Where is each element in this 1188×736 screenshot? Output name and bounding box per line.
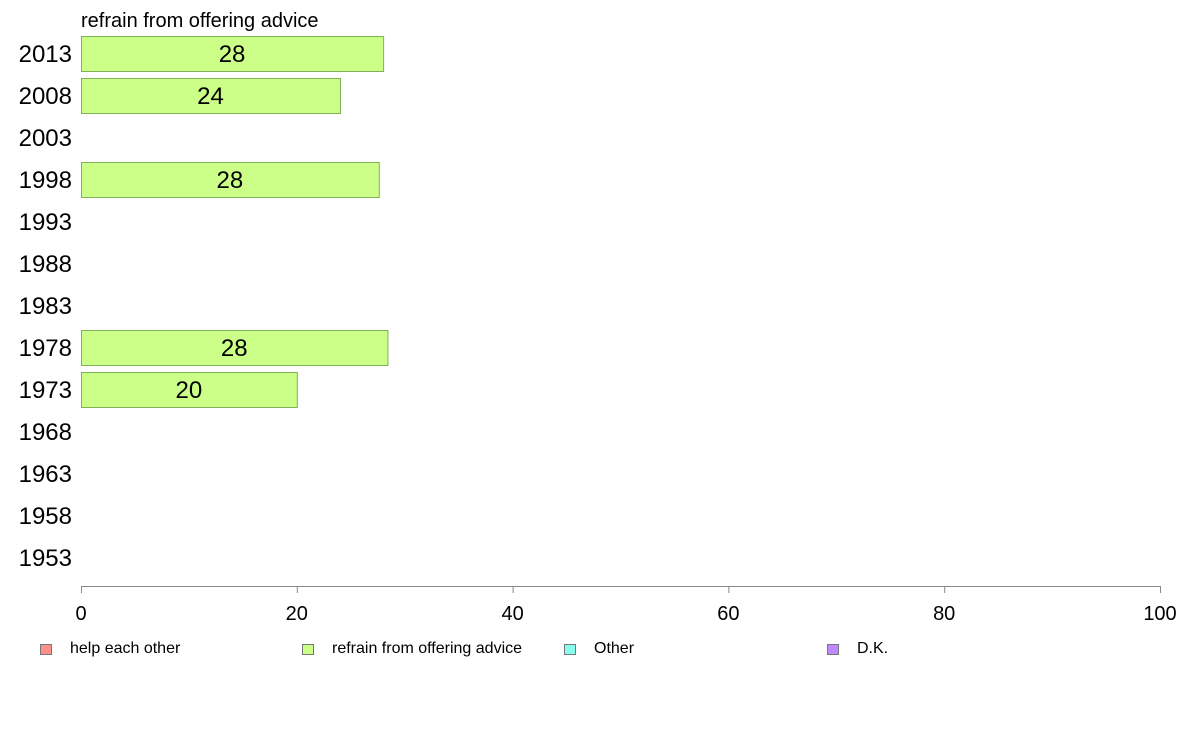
category-label: 1963 xyxy=(19,461,72,488)
category-label: 2013 xyxy=(19,41,72,68)
bar xyxy=(81,330,389,366)
category-label: 2008 xyxy=(19,83,72,110)
x-tick-label: 40 xyxy=(501,603,523,625)
legend-item-dk: D.K. xyxy=(827,640,888,658)
x-tick-label: 20 xyxy=(286,603,308,625)
category-label: 1988 xyxy=(19,251,72,278)
category-label: 1983 xyxy=(19,293,72,320)
legend-label: refrain from offering advice xyxy=(332,640,523,657)
bar xyxy=(81,36,385,72)
legend-label: help each other xyxy=(70,640,181,657)
legend-swatch xyxy=(302,643,314,655)
bar-chart: refrain from offering advice 20132008200… xyxy=(19,10,1177,625)
x-axis: 0 20 40 60 80 100 xyxy=(75,586,1177,625)
x-tick-label: 0 xyxy=(75,603,86,625)
category-label: 1953 xyxy=(19,545,72,572)
bar-value-label: 20 xyxy=(176,377,203,404)
category-label: 1998 xyxy=(19,167,72,194)
bar xyxy=(81,78,341,114)
bar xyxy=(81,372,298,408)
category-label: 1993 xyxy=(19,209,72,236)
legend-item-other: Other xyxy=(564,640,634,658)
legend-item-help-each-other: help each other xyxy=(40,640,180,658)
x-tick-label: 60 xyxy=(717,603,739,625)
legend-item-refrain-from-offering-advice: refrain from offering advice xyxy=(302,640,522,658)
category-label: 1978 xyxy=(19,335,72,362)
legend-swatch xyxy=(40,643,52,655)
bar-value-label: 24 xyxy=(197,83,224,110)
legend-swatch xyxy=(564,643,576,655)
category-label: 1958 xyxy=(19,503,72,530)
bar-value-label: 28 xyxy=(221,335,248,362)
bars: 28 24 28 28 20 xyxy=(81,36,389,408)
x-tick-label: 100 xyxy=(1143,603,1176,625)
x-tick-label: 80 xyxy=(933,603,955,625)
bar xyxy=(81,162,380,198)
category-label: 2003 xyxy=(19,125,72,152)
chart-title: refrain from offering advice xyxy=(81,10,319,32)
legend-label: Other xyxy=(594,640,635,657)
category-labels: 2013 2008 2003 1998 1993 1988 1983 1978 1973 1968… xyxy=(19,41,72,572)
legend-label: D.K. xyxy=(857,640,889,657)
legend-swatch xyxy=(827,643,839,655)
category-label: 1968 xyxy=(19,419,72,446)
bar-value-label: 28 xyxy=(217,167,244,194)
bar-value-label: 28 xyxy=(219,41,246,68)
legend: help each other refrain from offering ad… xyxy=(0,640,1188,662)
category-label: 1973 xyxy=(19,377,72,404)
